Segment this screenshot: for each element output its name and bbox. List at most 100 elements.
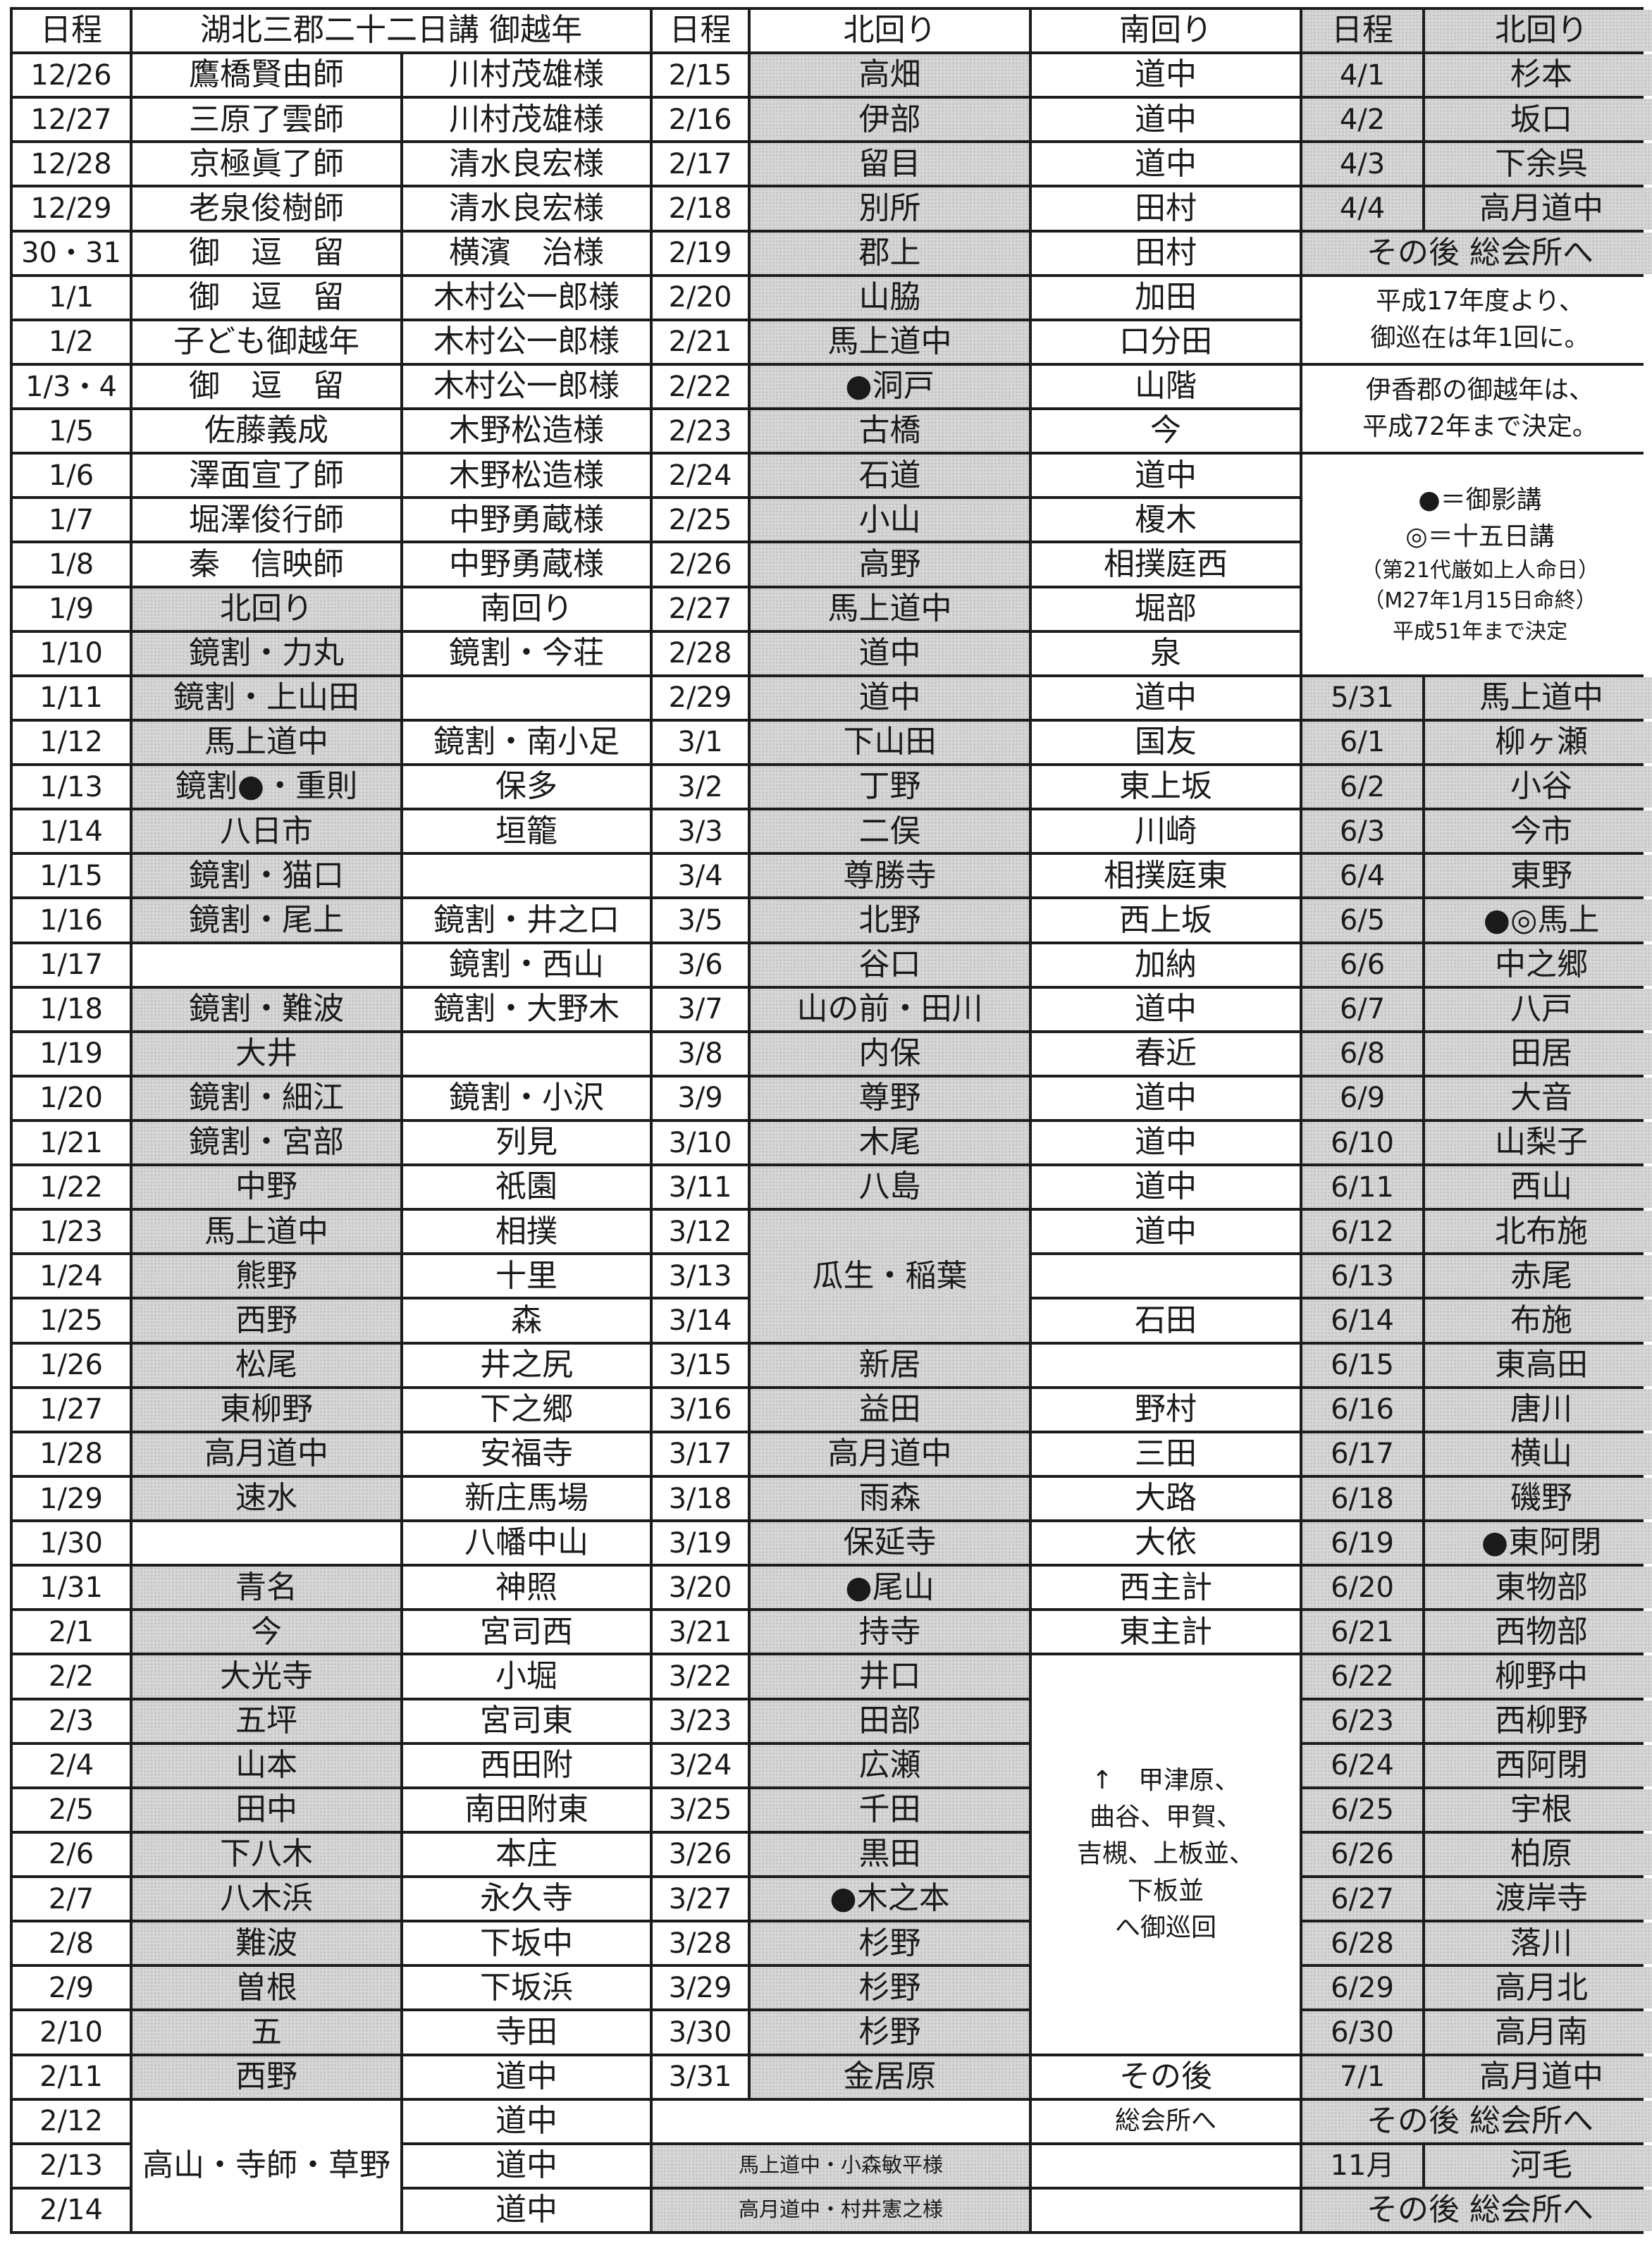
south-route-cell: 今: [1032, 410, 1300, 452]
north-route-cell: 高野: [751, 543, 1029, 586]
date-cell: 4/1: [1302, 54, 1422, 97]
date-cell: 6/2: [1302, 766, 1422, 808]
north-route-cell: 難波: [132, 1922, 400, 1965]
date-cell: 6/18: [1302, 1477, 1422, 1520]
south-route-cell: 鏡割・大野木: [403, 988, 650, 1030]
south-route-cell: 道中: [1032, 988, 1300, 1030]
date-cell: 4/4: [1302, 187, 1422, 230]
south-route-cell: 小堀: [403, 1655, 650, 1698]
date-cell: 2/24: [653, 455, 748, 497]
north-route-cell: 小谷: [1425, 766, 1652, 808]
date-cell: 3/22: [653, 1655, 748, 1698]
north-route-cell: 柏原: [1425, 1833, 1652, 1876]
host-cell: 佐藤義成: [132, 410, 400, 452]
north-route-cell: 中野: [132, 1166, 400, 1209]
date-cell: 3/23: [653, 1700, 748, 1742]
date-cell: 2/26: [653, 543, 748, 586]
south-route-cell: 川崎: [1032, 810, 1300, 853]
north-route-cell: 大音: [1425, 1077, 1652, 1119]
host-cell: 老泉俊樹師: [132, 187, 400, 230]
north-route-cell: 保延寺: [751, 1522, 1029, 1564]
date-cell: 2/1: [13, 1611, 130, 1653]
date-cell: 6/11: [1302, 1166, 1422, 1209]
date-cell: 6/30: [1302, 2011, 1422, 2054]
host-cell: 三原了雲師: [132, 99, 400, 141]
header-date-2: 日程: [653, 10, 748, 52]
date-cell: 1/18: [13, 988, 130, 1030]
date-cell: 2/12: [13, 2100, 130, 2142]
date-cell: 12/28: [13, 143, 130, 185]
date-cell: 1/27: [13, 1388, 130, 1431]
north-route-cell: 北布施: [1425, 1211, 1652, 1253]
south-route-cell: 宮司東: [403, 1700, 650, 1742]
south-route-cell: 相撲庭東: [1032, 855, 1300, 897]
north-route-cell: 布施: [1425, 1299, 1652, 1342]
south-route-cell: 東上坂: [1032, 766, 1300, 808]
south-route-cell: 列見: [403, 1121, 650, 1164]
north-route-cell: 五: [132, 2011, 400, 2054]
north-route-cell: 田部: [751, 1700, 1029, 1742]
south-route-cell: [1032, 1255, 1300, 1297]
south-route-cell: 保多: [403, 766, 650, 808]
date-cell: 6/27: [1302, 1878, 1422, 1920]
date-cell: 2/22: [653, 365, 748, 408]
south-route-cell: 西主計: [1032, 1567, 1300, 1609]
south-route-cell: 三田: [1032, 1433, 1300, 1475]
date-cell: 2/19: [653, 232, 748, 274]
north-route-cell: 石道: [751, 455, 1029, 497]
date-cell: 6/9: [1302, 1077, 1422, 1119]
north-route-cell: 青名: [132, 1567, 400, 1609]
north-route-cell: 広瀬: [751, 1744, 1029, 1786]
north-route-cell: 杉野: [751, 2011, 1029, 2054]
sponsor-cell: 川村茂雄様: [403, 99, 650, 141]
sponsor-cell: 木野松造様: [403, 455, 650, 497]
date-cell: 6/13: [1302, 1255, 1422, 1297]
date-cell: 6/22: [1302, 1655, 1422, 1698]
north-route-cell: 丁野: [751, 766, 1029, 808]
south-route-cell: [1032, 1344, 1300, 1386]
south-route-cell: 下坂浜: [403, 1967, 650, 2009]
south-route-cell: 田村: [1032, 187, 1300, 230]
south-route-cell: 道中: [1032, 143, 1300, 185]
header-south-2: 南回り: [1032, 10, 1300, 52]
date-cell: 1/6: [13, 455, 130, 497]
date-cell: 6/4: [1302, 855, 1422, 897]
north-route-cell: 速水: [132, 1477, 400, 1520]
info-note-2-line: 伊香郡の御越年は、: [1365, 375, 1594, 405]
date-cell: 6/10: [1302, 1121, 1422, 1164]
north-route-cell: 下余呉: [1425, 143, 1652, 185]
north-route-cell: 高月道中: [1425, 2056, 1652, 2098]
north-route-cell: 杉野: [751, 1922, 1029, 1965]
south-route-cell: 宮司西: [403, 1611, 650, 1653]
host-cell: 澤面宣了師: [132, 455, 400, 497]
north-route-cell: 宇根: [1425, 1789, 1652, 1831]
north-route-cell: 東高田: [1425, 1344, 1652, 1386]
date-cell: 2/4: [13, 1744, 130, 1786]
date-cell: 2/2: [13, 1655, 130, 1698]
date-cell: 3/30: [653, 2011, 748, 2054]
south-route-cell: 南田附東: [403, 1789, 650, 1831]
south-route-cell: その後: [1032, 2056, 1300, 2098]
date-cell: 2/23: [653, 410, 748, 452]
north-route-cell: 郡上: [751, 232, 1029, 274]
host-cell: 御 逗 留: [132, 276, 400, 319]
legend-note-line: ●＝御影講: [1418, 485, 1542, 514]
north-route-cell: 八木浜: [132, 1878, 400, 1920]
date-cell: 1/11: [13, 677, 130, 719]
date-cell: 6/26: [1302, 1833, 1422, 1876]
north-route-cell: 留目: [751, 143, 1029, 185]
footer-sponsor-cell: 高月道中・村井憲之様: [653, 2189, 1029, 2231]
north-route-cell: ●洞戸: [751, 365, 1029, 408]
north-route-cell: ●東阿閉: [1425, 1522, 1652, 1564]
north-route-cell: 熊野: [132, 1255, 400, 1297]
date-cell: 2/25: [653, 499, 748, 541]
date-cell: 3/6: [653, 944, 748, 986]
south-route-cell: 堀部: [1032, 588, 1300, 630]
route-note-line: 下板並: [1127, 1876, 1204, 1906]
sponsor-cell: 中野勇蔵様: [403, 543, 650, 586]
north-route-cell: 杉野: [751, 1967, 1029, 2009]
north-route-cell: 横山: [1425, 1433, 1652, 1475]
sponsor-cell: 中野勇蔵様: [403, 499, 650, 541]
date-cell: 3/21: [653, 1611, 748, 1653]
date-cell: 3/2: [653, 766, 748, 808]
